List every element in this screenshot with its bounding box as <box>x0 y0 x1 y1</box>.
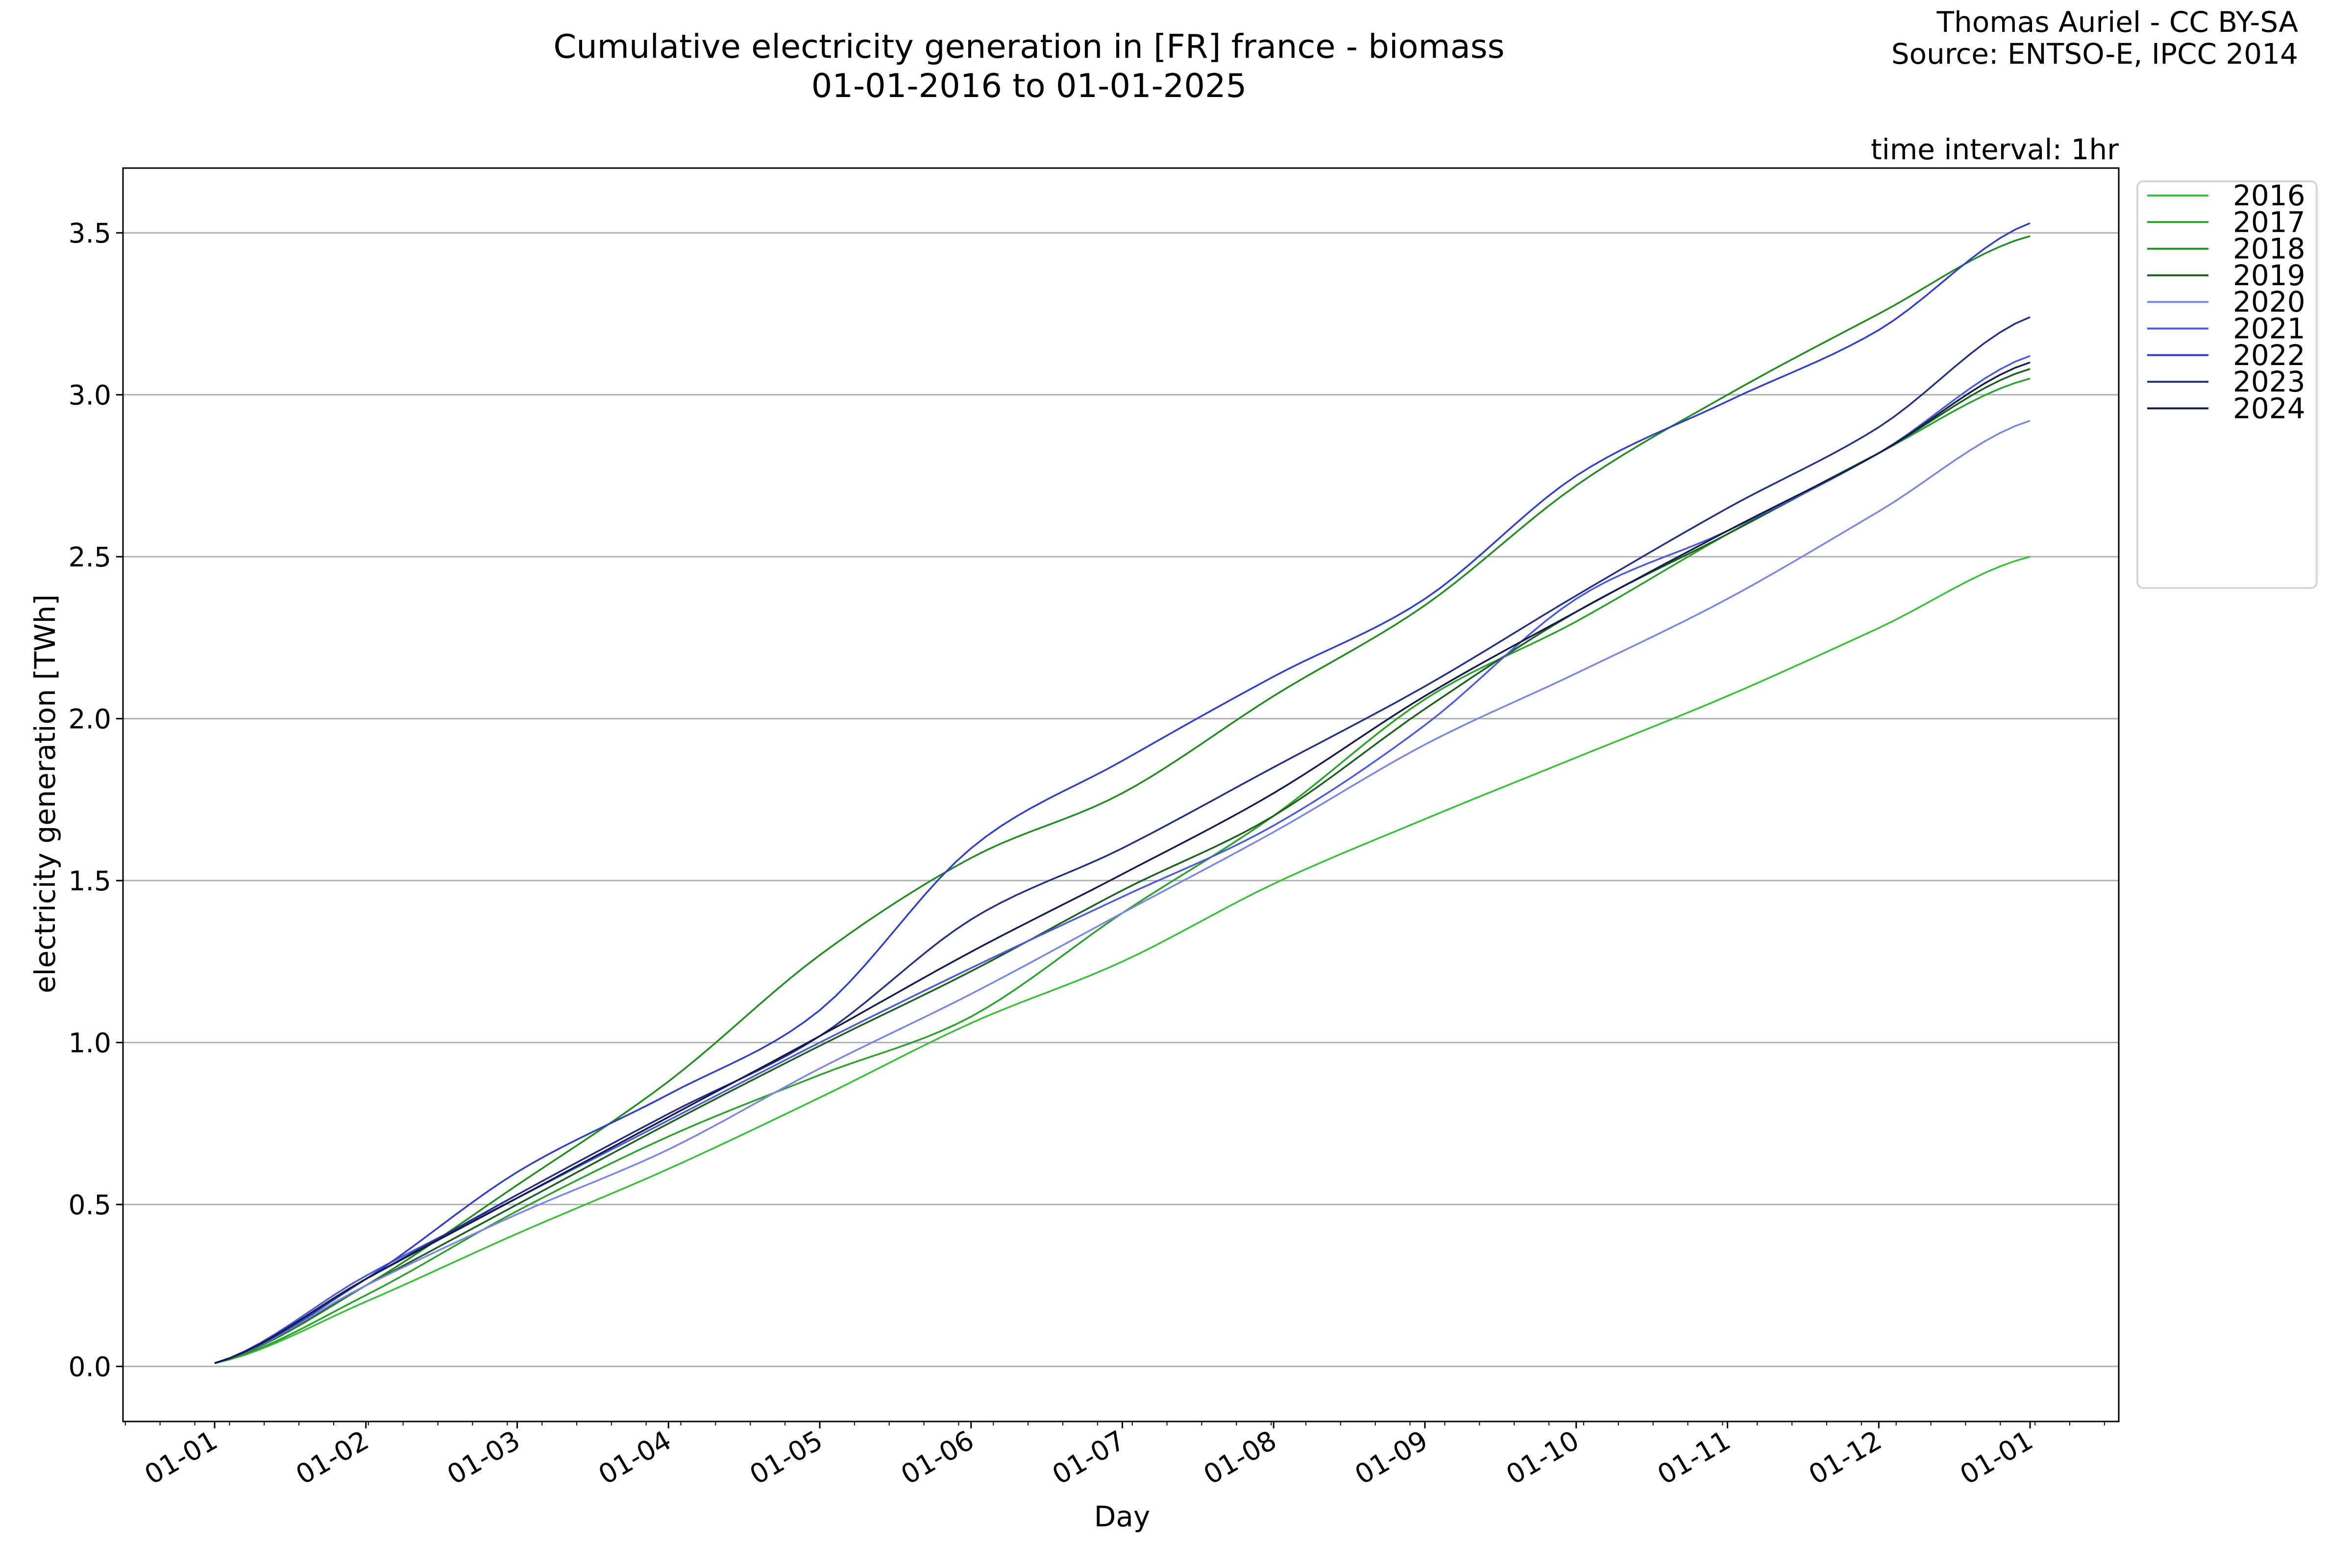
series-line-2018 <box>214 235 2031 1364</box>
credit-source: Source: ENTSO-E, IPCC 2014 <box>1891 37 2298 71</box>
y-tick-label: 0.5 <box>69 1189 111 1221</box>
y-axis: 0.0 0.5 1.0 1.5 2.0 2.5 3.0 3.5 <box>69 218 123 1383</box>
time-interval-annotation: time interval: 1hr <box>1871 133 2119 166</box>
y-tick-label: 1.5 <box>69 865 111 897</box>
series-lines <box>214 222 2031 1364</box>
plot-frame <box>122 167 2120 1422</box>
x-tick-label: 01-03 <box>442 1424 525 1491</box>
x-axis: 01-01 01-02 01-03 01-04 01-05 01-06 01-07 01-08… <box>124 1421 2105 1491</box>
credit-author: Thomas Auriel - CC BY-SA <box>1936 5 2299 39</box>
x-tick-label: 01-06 <box>896 1424 979 1491</box>
legend-label-2023: 2023 <box>2233 365 2305 398</box>
series-line-2017 <box>214 377 2031 1364</box>
x-tick-label: 01-11 <box>1652 1424 1736 1491</box>
y-tick-label: 3.5 <box>69 218 111 249</box>
legend-box <box>2136 180 2318 589</box>
series-line-2024 <box>214 361 2031 1364</box>
x-tick-label: 01-04 <box>593 1424 676 1491</box>
series-line-2019 <box>214 368 2031 1364</box>
legend-label-2022: 2022 <box>2233 339 2305 372</box>
grid <box>123 232 2119 1368</box>
x-axis-label: Day <box>1094 1500 1151 1533</box>
x-tick-label: 01-01 <box>139 1424 222 1491</box>
legend-label-2017: 2017 <box>2233 205 2305 239</box>
y-tick-label: 3.0 <box>69 380 111 411</box>
legend-label-2016: 2016 <box>2233 179 2305 212</box>
x-tick-label: 01-01 <box>1955 1424 2038 1491</box>
y-tick-label: 2.5 <box>69 541 111 573</box>
y-tick-label: 2.0 <box>69 704 111 735</box>
legend-label-2024: 2024 <box>2233 392 2305 425</box>
legend-label-2021: 2021 <box>2233 312 2305 345</box>
x-tick-label: 01-09 <box>1349 1424 1433 1491</box>
series-line-2023 <box>214 316 2031 1364</box>
x-tick-label: 01-10 <box>1501 1424 1584 1491</box>
x-tick-label: 01-12 <box>1803 1424 1886 1491</box>
series-line-2022 <box>214 222 2031 1364</box>
y-axis-label: electricity generation [TWh] <box>28 594 62 993</box>
y-tick-label: 0.0 <box>69 1351 111 1383</box>
x-tick-label: 01-02 <box>291 1424 374 1491</box>
legend-label-2019: 2019 <box>2233 259 2305 292</box>
chart-title: Cumulative electricity generation in [FR… <box>553 27 1504 66</box>
legend-label-2018: 2018 <box>2233 232 2305 266</box>
y-tick-label: 1.0 <box>69 1028 111 1059</box>
series-line-2020 <box>214 419 2031 1364</box>
x-tick-label: 01-05 <box>744 1424 828 1491</box>
chart-subtitle: 01-01-2016 to 01-01-2025 <box>811 67 1247 105</box>
x-tick-label: 01-07 <box>1047 1424 1130 1491</box>
series-line-2016 <box>214 556 2031 1364</box>
legend-label-2020: 2020 <box>2233 285 2305 318</box>
x-tick-label: 01-08 <box>1198 1424 1281 1491</box>
